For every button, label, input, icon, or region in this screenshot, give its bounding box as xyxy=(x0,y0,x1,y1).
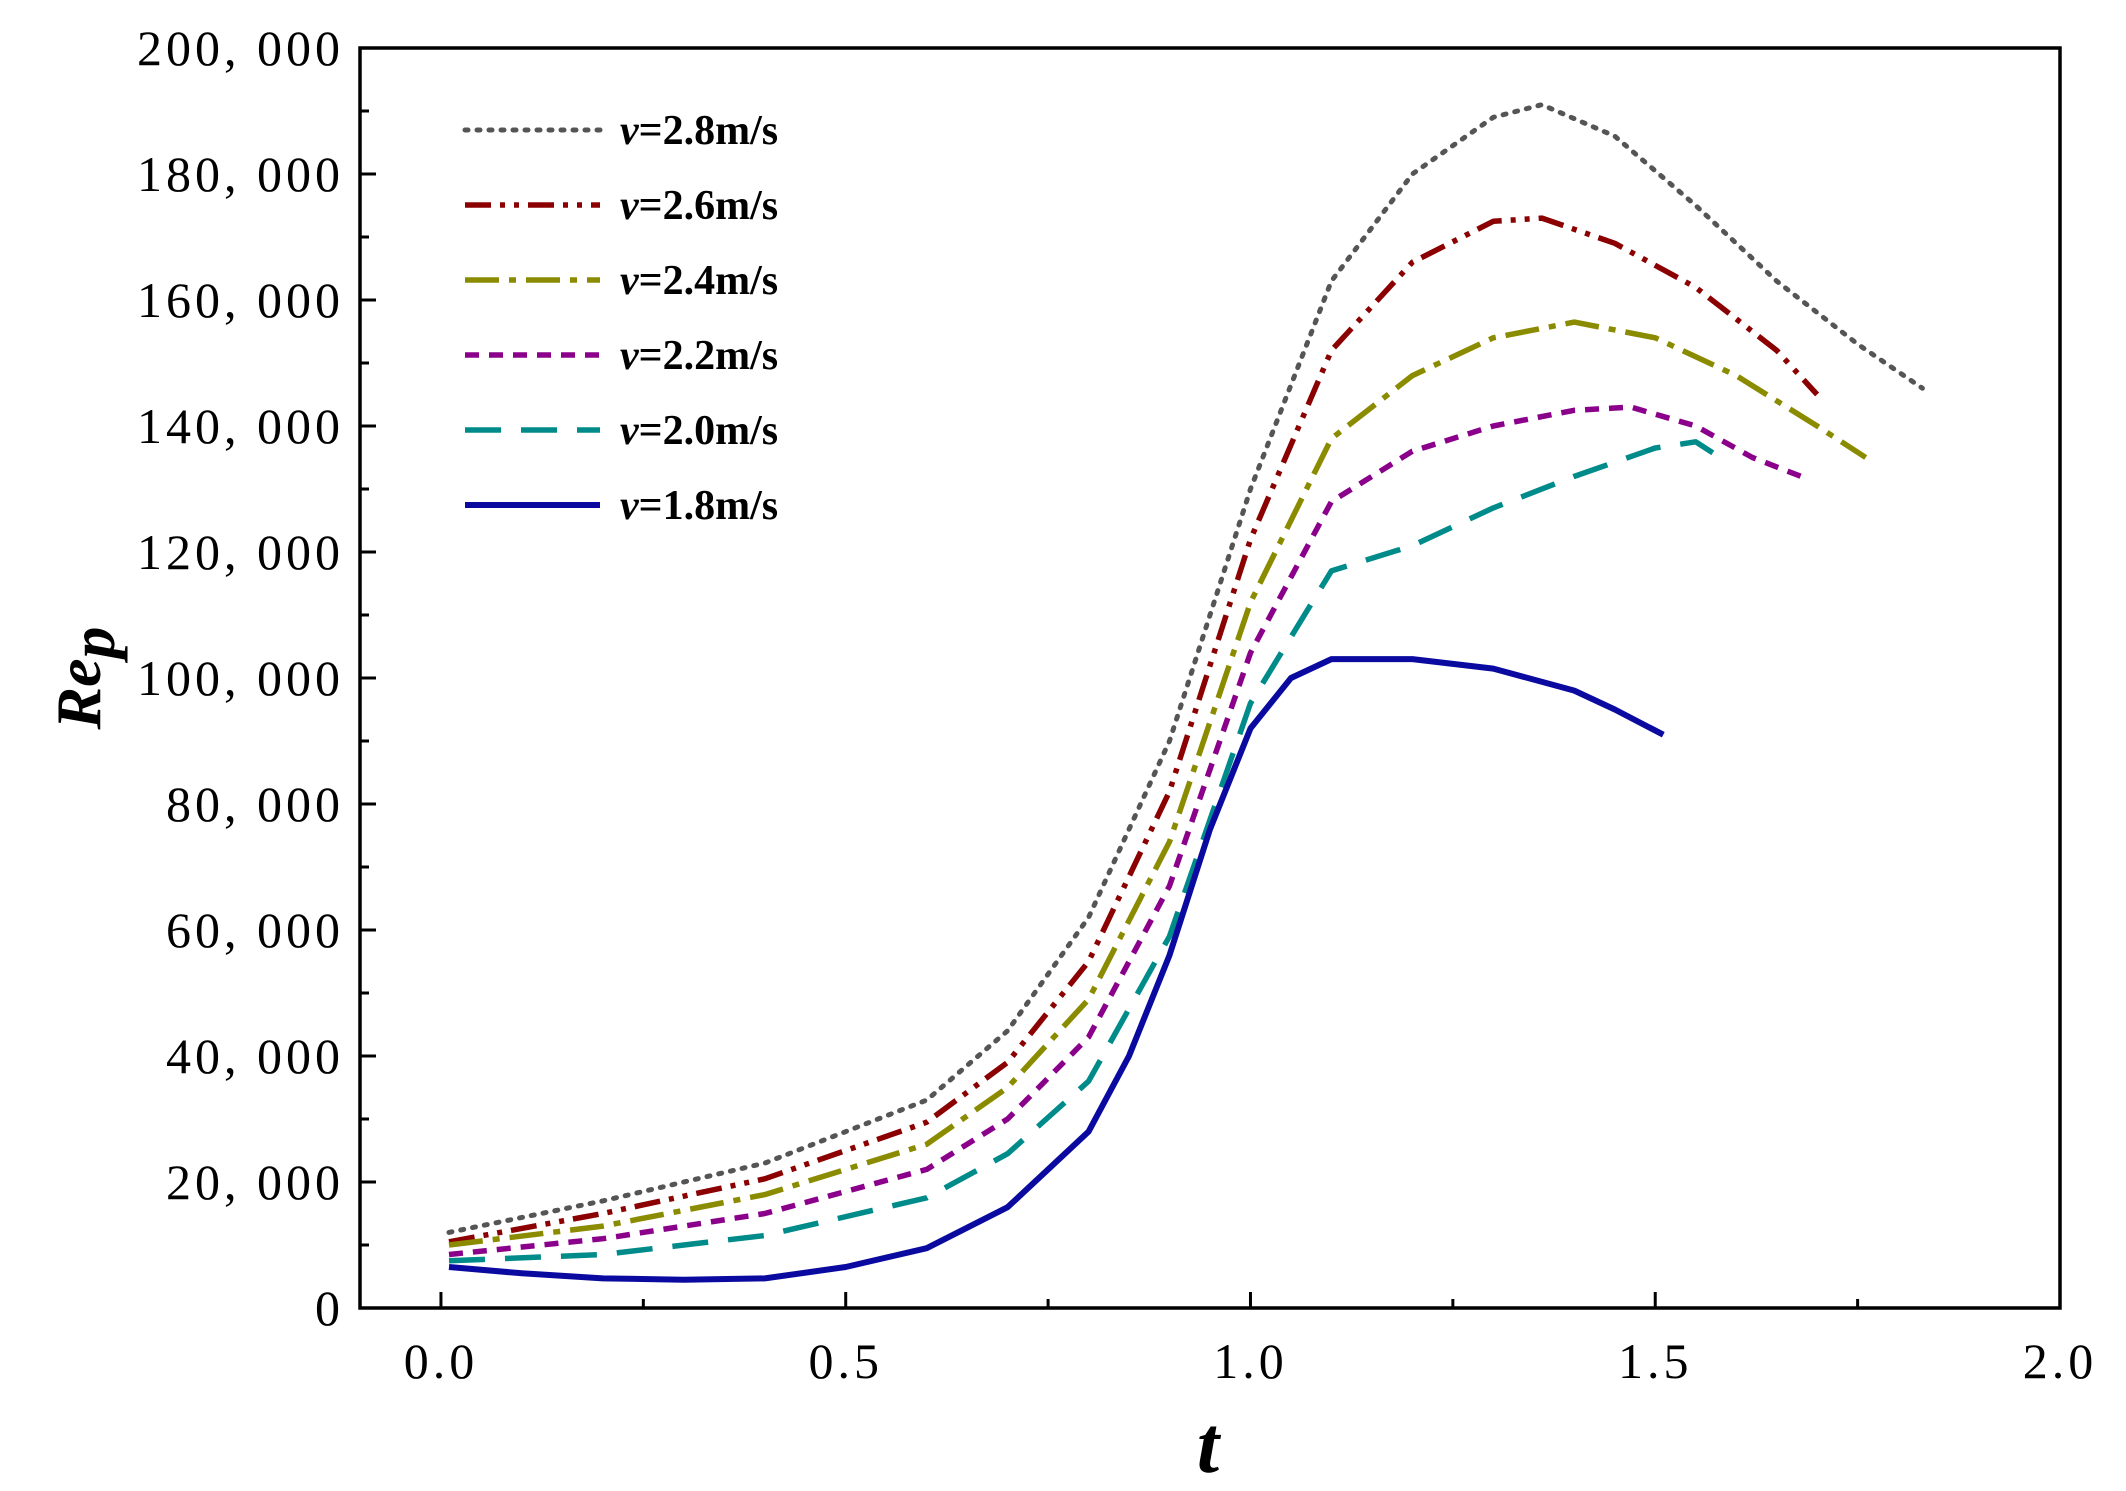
y-tick-label: 120, 000 xyxy=(137,524,344,580)
x-tick-label: 1.0 xyxy=(1213,1333,1288,1389)
y-tick-label: 100, 000 xyxy=(137,650,344,706)
legend-item: v=2.0m/s xyxy=(465,408,778,454)
y-tick-label: 80, 000 xyxy=(166,776,344,832)
y-tick-label: 60, 000 xyxy=(166,902,344,958)
y-tick-label: 0 xyxy=(315,1280,344,1336)
legend-item: v=1.8m/s xyxy=(465,483,778,529)
legend-item: v=2.4m/s xyxy=(465,258,778,304)
y-tick-label: 40, 000 xyxy=(166,1028,344,1084)
legend-label: v=1.8m/s xyxy=(620,483,778,529)
series-line-0 xyxy=(446,102,1925,1235)
y-axis-title: Rep xyxy=(43,626,128,730)
y-tick-label: 20, 000 xyxy=(166,1154,344,1210)
legend-label: v=2.0m/s xyxy=(620,408,778,454)
series-line-1 xyxy=(448,215,1820,1245)
series-line-5 xyxy=(448,656,1665,1283)
legend-item: v=2.6m/s xyxy=(465,183,778,229)
y-tick-label: 140, 000 xyxy=(137,398,344,454)
x-tick-label: 0.5 xyxy=(808,1333,883,1389)
legend-item: v=2.2m/s xyxy=(465,333,778,379)
y-axis-title-main: Re xyxy=(43,658,114,730)
series-line-2 xyxy=(448,319,1868,1248)
y-tick-label: 200, 000 xyxy=(137,20,344,76)
axis-ticks: 0.0 0.5 1.0 1.5 2.0 0 20, 000 40, 000 60, 000 80,… xyxy=(137,20,2098,1389)
x-tick-label: 2.0 xyxy=(2023,1333,2098,1389)
y-tick-label: 160, 000 xyxy=(137,272,344,328)
series-line-3 xyxy=(448,404,1802,1258)
x-tick-label: 0.0 xyxy=(404,1333,479,1389)
x-axis-title: t xyxy=(1197,1402,1222,1490)
legend-label: v=2.4m/s xyxy=(620,258,778,304)
series-line-4 xyxy=(448,439,1722,1264)
legend-label: v=2.8m/s xyxy=(620,108,778,154)
y-tick-label: 180, 000 xyxy=(137,146,344,202)
y-axis-title-subscript: p xyxy=(57,626,128,663)
series-layer xyxy=(446,102,1925,1283)
legend: v=2.8m/s v=2.6m/s v=2.4m/s v=2.2m/s v=2.0m/s… xyxy=(462,108,778,529)
legend-item: v=2.8m/s xyxy=(462,108,778,154)
x-tick-label: 1.5 xyxy=(1618,1333,1693,1389)
legend-label: v=2.6m/s xyxy=(620,183,778,229)
legend-label: v=2.2m/s xyxy=(620,333,778,379)
svg-text:Rep: Rep xyxy=(43,626,128,730)
